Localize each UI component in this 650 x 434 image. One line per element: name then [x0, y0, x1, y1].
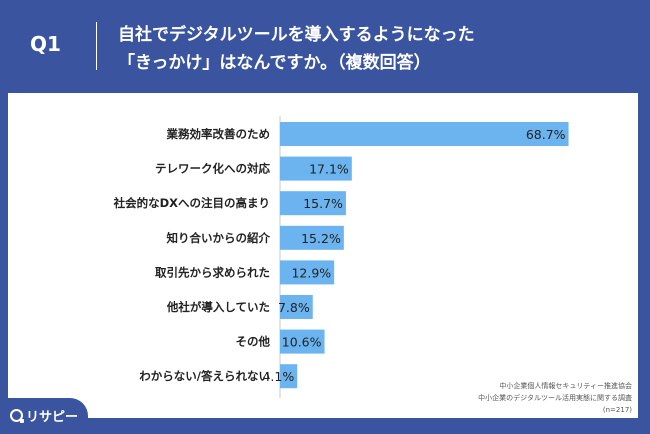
category-label: 他社が導入していた: [166, 300, 270, 314]
category-label: 取引先から求められた: [155, 265, 270, 279]
question-number: Q1: [30, 32, 61, 56]
header-divider: [96, 22, 97, 70]
category-label: わからない/答えられない: [139, 369, 270, 383]
bar: [280, 295, 313, 319]
category-label: 業務効率改善のため: [166, 127, 271, 141]
source-survey: 中小企業のデジタルツール活用実態に関する調査: [478, 394, 632, 402]
logo-text: リサピー: [26, 410, 79, 425]
source-organization: 中小企業個人情報セキュリティー推進協会: [499, 382, 632, 390]
value-label: 4.1%: [262, 369, 294, 384]
chart-card: [8, 93, 638, 418]
chart-title-line1: 自社でデジタルツールを導入するようになった: [118, 25, 475, 45]
value-label: 12.9%: [291, 265, 331, 280]
source-sample-size: (n=217): [602, 406, 632, 414]
header: Q1 自社でデジタルツールを導入するようになった 「きっかけ」はなんですか。（複…: [0, 0, 650, 86]
value-label: 7.8%: [278, 300, 310, 315]
bar: [280, 122, 569, 146]
category-label: その他: [236, 335, 271, 349]
bar: [280, 191, 346, 216]
category-label: 社会的なDXへの注目の高まり: [113, 196, 270, 210]
chart-title-line2: 「きっかけ」はなんですか。（複数回答）: [118, 53, 431, 73]
value-label: 68.7%: [526, 127, 566, 142]
logo: リサピー: [10, 406, 78, 425]
category-label: テレワーク化への対応: [155, 162, 270, 176]
bar: [280, 364, 298, 389]
value-label: 17.1%: [309, 162, 349, 177]
magnifier-icon: [10, 409, 24, 423]
value-label: 10.6%: [282, 335, 322, 350]
bar: [280, 329, 325, 354]
value-label: 15.7%: [303, 196, 343, 211]
bar: [280, 260, 335, 285]
category-label: 知り合いからの紹介: [166, 231, 271, 245]
bar: [280, 225, 344, 250]
value-label: 15.2%: [301, 231, 341, 246]
bar: [280, 156, 352, 181]
